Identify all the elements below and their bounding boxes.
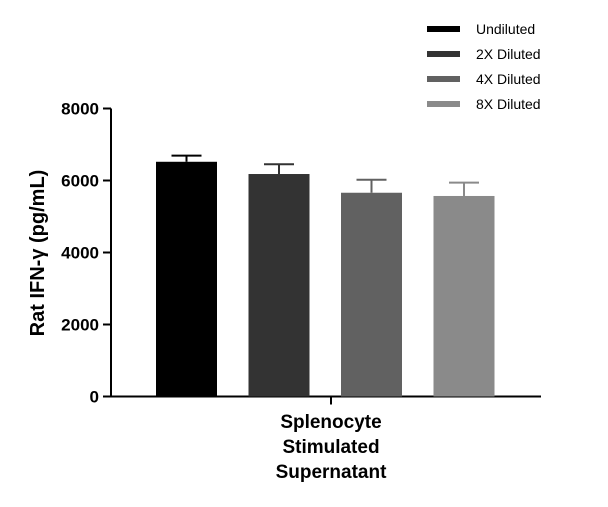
x-category-label: Supernatant bbox=[276, 462, 388, 483]
bar bbox=[156, 161, 217, 397]
legend: Undiluted 2X Diluted 4X Diluted 8X Diluted bbox=[427, 21, 541, 112]
legend-swatch bbox=[427, 26, 460, 32]
x-category-label: Stimulated bbox=[282, 437, 379, 458]
y-tick-label: 6000 bbox=[61, 172, 99, 191]
y-tick-label: 8000 bbox=[61, 100, 99, 119]
y-tick-label: 4000 bbox=[61, 244, 99, 263]
legend-label: 8X Diluted bbox=[476, 96, 541, 112]
legend-swatch bbox=[427, 101, 460, 107]
bars bbox=[156, 161, 495, 397]
x-category-label: Splenocyte bbox=[280, 412, 381, 433]
legend-label: 2X Diluted bbox=[476, 46, 541, 62]
y-axis-title: Rat IFN-γ (pg/mL) bbox=[27, 170, 49, 337]
bar bbox=[433, 195, 495, 397]
bar bbox=[341, 192, 402, 397]
error-bars bbox=[171, 154, 479, 196]
y-tick-label: 2000 bbox=[61, 316, 99, 335]
y-tick-label: 0 bbox=[90, 388, 99, 407]
x-axis: Splenocyte Stimulated Supernatant bbox=[111, 395, 541, 483]
legend-swatch bbox=[427, 76, 460, 82]
bar bbox=[248, 174, 310, 397]
legend-label: Undiluted bbox=[476, 21, 535, 37]
legend-label: 4X Diluted bbox=[476, 71, 541, 87]
y-axis: 0 2000 4000 6000 8000 bbox=[61, 100, 112, 407]
legend-swatch bbox=[427, 51, 460, 57]
